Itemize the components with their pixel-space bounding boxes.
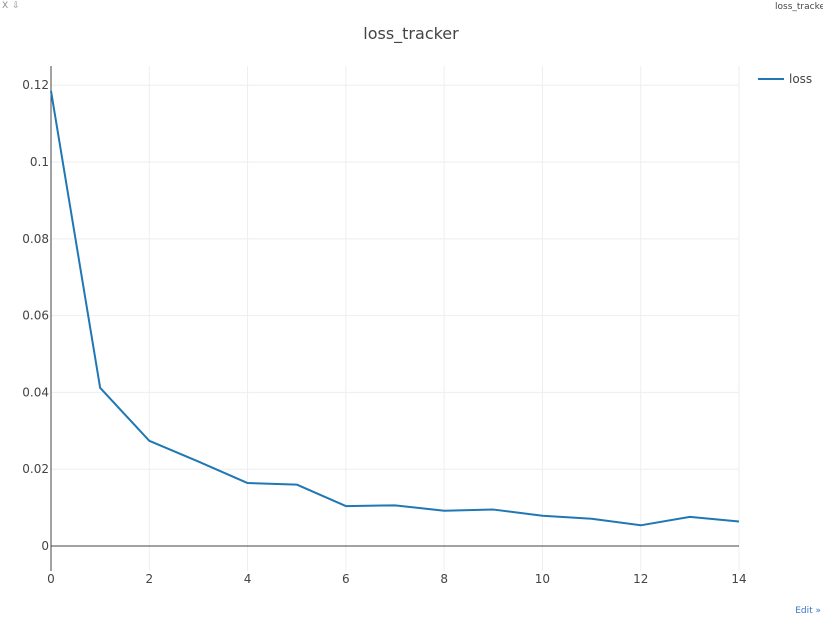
y-tick-label: 0.06 xyxy=(22,309,49,323)
legend-label-loss[interactable]: loss xyxy=(789,72,812,86)
chart-title: loss_tracker xyxy=(363,24,459,44)
x-tick-label: 2 xyxy=(145,572,153,586)
series-layer xyxy=(50,90,740,527)
y-tick-label: 0.04 xyxy=(22,385,49,399)
x-tick-label: 14 xyxy=(731,572,746,586)
y-tick-label: 0.1 xyxy=(30,155,49,169)
window-title: loss_tracker xyxy=(775,2,823,12)
plot-toolbar: X ⇩ xyxy=(2,0,20,12)
x-tick-label: 6 xyxy=(342,572,350,586)
edit-link[interactable]: Edit » xyxy=(795,606,821,616)
legend[interactable]: loss xyxy=(758,72,812,86)
grid-lines xyxy=(51,66,740,571)
tick-labels: 0 2 4 6 8 10 12 14 0 0.02 0.04 0.06 0.08 0.1 0.12 xyxy=(22,78,746,586)
y-tick-label: 0.08 xyxy=(22,232,49,246)
y-tick-label: 0.02 xyxy=(22,462,49,476)
download-icon[interactable]: ⇩ xyxy=(12,1,20,11)
close-icon[interactable]: X xyxy=(2,1,9,11)
axes xyxy=(50,66,739,571)
x-tick-label: 0 xyxy=(47,572,55,586)
y-tick-label: 0 xyxy=(41,539,49,553)
x-tick-label: 10 xyxy=(535,572,550,586)
x-tick-label: 4 xyxy=(244,572,252,586)
x-tick-label: 8 xyxy=(440,572,448,586)
series-line-loss[interactable] xyxy=(50,90,740,527)
y-tick-label: 0.12 xyxy=(22,78,49,92)
x-tick-label: 12 xyxy=(633,572,648,586)
